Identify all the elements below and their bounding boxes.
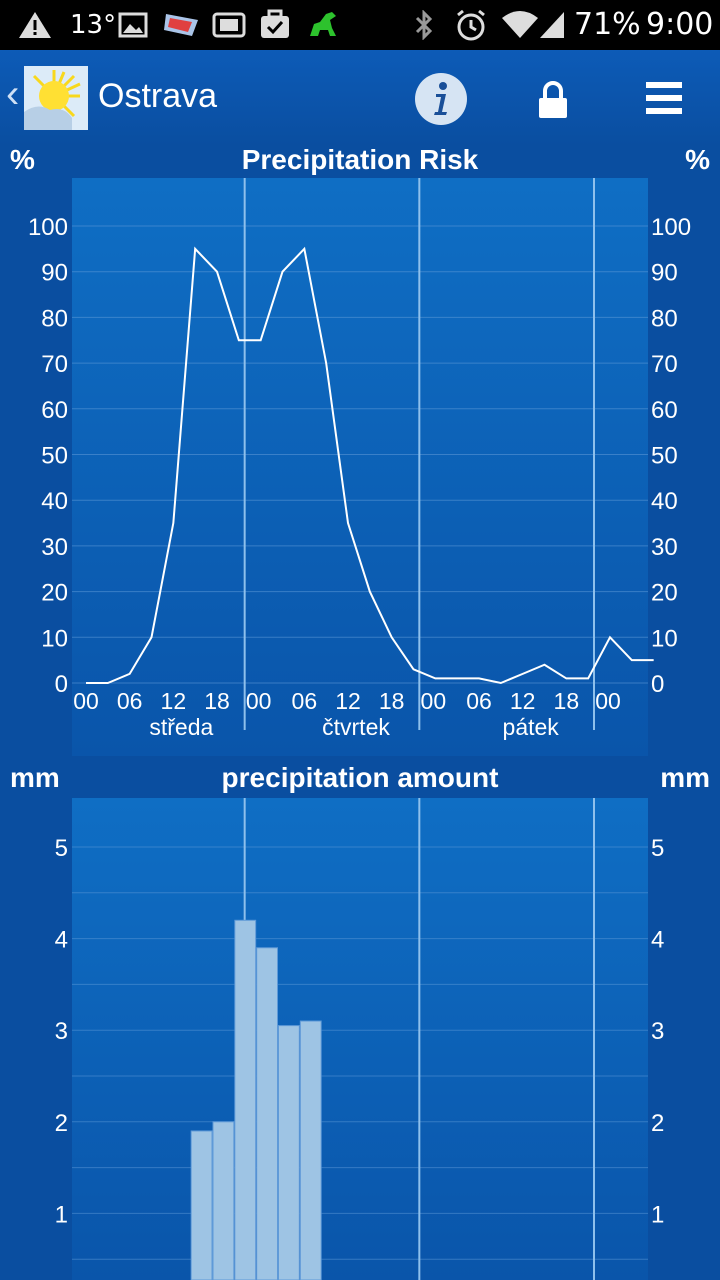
- risk-hour-label: 06: [292, 688, 318, 714]
- risk-ytick-left: 10: [41, 625, 68, 652]
- amount-unit-right: mm: [660, 762, 710, 793]
- risk-ytick-left: 40: [41, 488, 68, 515]
- app-bar: ‹ Ostrava: [0, 50, 720, 146]
- risk-ytick-left: 0: [55, 671, 68, 698]
- risk-hour-label: 00: [595, 688, 621, 714]
- risk-ytick-right: 20: [651, 580, 678, 607]
- risk-hour-label: 00: [421, 688, 447, 714]
- risk-hour-label: 18: [554, 688, 580, 714]
- amount-ytick-left: 3: [55, 1018, 68, 1045]
- risk-hour-label: 06: [117, 688, 143, 714]
- amount-bar: [278, 1025, 300, 1280]
- risk-hour-label: 12: [510, 688, 536, 714]
- risk-ytick-right: 60: [651, 397, 678, 424]
- amount-chart-title: precipitation amount: [221, 762, 499, 793]
- amount-ytick-left: 2: [55, 1110, 68, 1137]
- amount-ytick-right: 5: [651, 835, 664, 862]
- amount-ytick-left: 5: [55, 835, 68, 862]
- city-title: Ostrava: [98, 77, 218, 115]
- risk-ytick-left: 70: [41, 351, 68, 378]
- amount-bar: [299, 1020, 322, 1280]
- alarm-icon: [457, 9, 485, 41]
- amount-ytick-right: 2: [651, 1110, 664, 1137]
- warning-icon: [19, 12, 51, 38]
- precipitation-risk-chart: 0 10 20 30 40 50 60 70 80 90 100 0 10 20 30 40 50 60 70 80…: [0, 178, 720, 756]
- risk-day-label: pátek: [503, 714, 560, 740]
- creature-icon: [310, 12, 336, 36]
- risk-ytick-left: 60: [41, 397, 68, 424]
- risk-ytick-left: 90: [41, 260, 68, 287]
- risk-hour-label: 00: [73, 688, 99, 714]
- amount-ytick-right: 1: [651, 1201, 664, 1228]
- info-icon[interactable]: [414, 72, 468, 126]
- risk-hour-label: 18: [204, 688, 230, 714]
- battery-text: 71%: [574, 7, 641, 42]
- screen-icon: [212, 12, 246, 38]
- clock-text: 9:00: [646, 7, 714, 42]
- risk-ytick-right: 40: [651, 488, 678, 515]
- temperature-text: 13°: [70, 10, 117, 40]
- risk-ytick-left: 100: [28, 214, 68, 241]
- amount-ytick-right: 4: [651, 927, 664, 954]
- risk-hour-label: 18: [379, 688, 405, 714]
- image-icon: [118, 12, 148, 38]
- risk-series-line: [86, 246, 654, 685]
- amount-bar: [256, 947, 278, 1280]
- risk-ytick-right: 100: [651, 214, 691, 241]
- risk-ytick-right: 30: [651, 534, 678, 561]
- risk-hour-label: 12: [335, 688, 361, 714]
- risk-chart-title: Precipitation Risk: [241, 144, 479, 175]
- risk-hour-label: 00: [246, 688, 272, 714]
- risk-ytick-right: 0: [651, 671, 664, 698]
- amount-panel-header: precipitation amount mm mm: [0, 762, 720, 796]
- amount-ytick-left: 4: [55, 927, 68, 954]
- risk-ytick-left: 20: [41, 580, 68, 607]
- risk-hour-label: 12: [161, 688, 187, 714]
- risk-ytick-right: 80: [651, 305, 678, 332]
- risk-ytick-left: 80: [41, 305, 68, 332]
- risk-ytick-right: 90: [651, 260, 678, 287]
- lock-icon[interactable]: [536, 80, 570, 120]
- risk-panel-header: Precipitation Risk % %: [0, 144, 720, 178]
- risk-unit-right: %: [685, 144, 710, 175]
- back-chevron-icon[interactable]: ‹: [6, 72, 20, 116]
- risk-unit-left: %: [10, 144, 35, 175]
- risk-day-label: čtvrtek: [322, 714, 390, 740]
- flag-icon: [164, 14, 198, 36]
- wifi-icon: [502, 11, 538, 38]
- amount-bar: [190, 1130, 213, 1280]
- risk-ytick-left: 50: [41, 443, 68, 470]
- bluetooth-icon: [415, 10, 433, 40]
- risk-day-label: středa: [149, 714, 213, 740]
- risk-ytick-right: 70: [651, 351, 678, 378]
- signal-icon: [540, 12, 564, 38]
- amount-unit-left: mm: [10, 762, 60, 793]
- risk-ytick-right: 10: [651, 625, 678, 652]
- precipitation-amount-chart: 1 2 3 4 5 1 2 3 4 5: [0, 798, 720, 1280]
- briefcase-check-icon: [261, 9, 289, 38]
- amount-bar: [212, 1121, 235, 1280]
- risk-ytick-left: 30: [41, 534, 68, 561]
- amount-ytick-right: 3: [651, 1018, 664, 1045]
- risk-ytick-right: 50: [651, 443, 678, 470]
- risk-hour-label: 06: [466, 688, 492, 714]
- amount-bar: [234, 919, 257, 1280]
- menu-icon[interactable]: [644, 80, 684, 116]
- status-bar: 13° 71% 9:00: [0, 0, 720, 50]
- amount-ytick-left: 1: [55, 1201, 68, 1228]
- sun-logo-icon[interactable]: [24, 66, 88, 130]
